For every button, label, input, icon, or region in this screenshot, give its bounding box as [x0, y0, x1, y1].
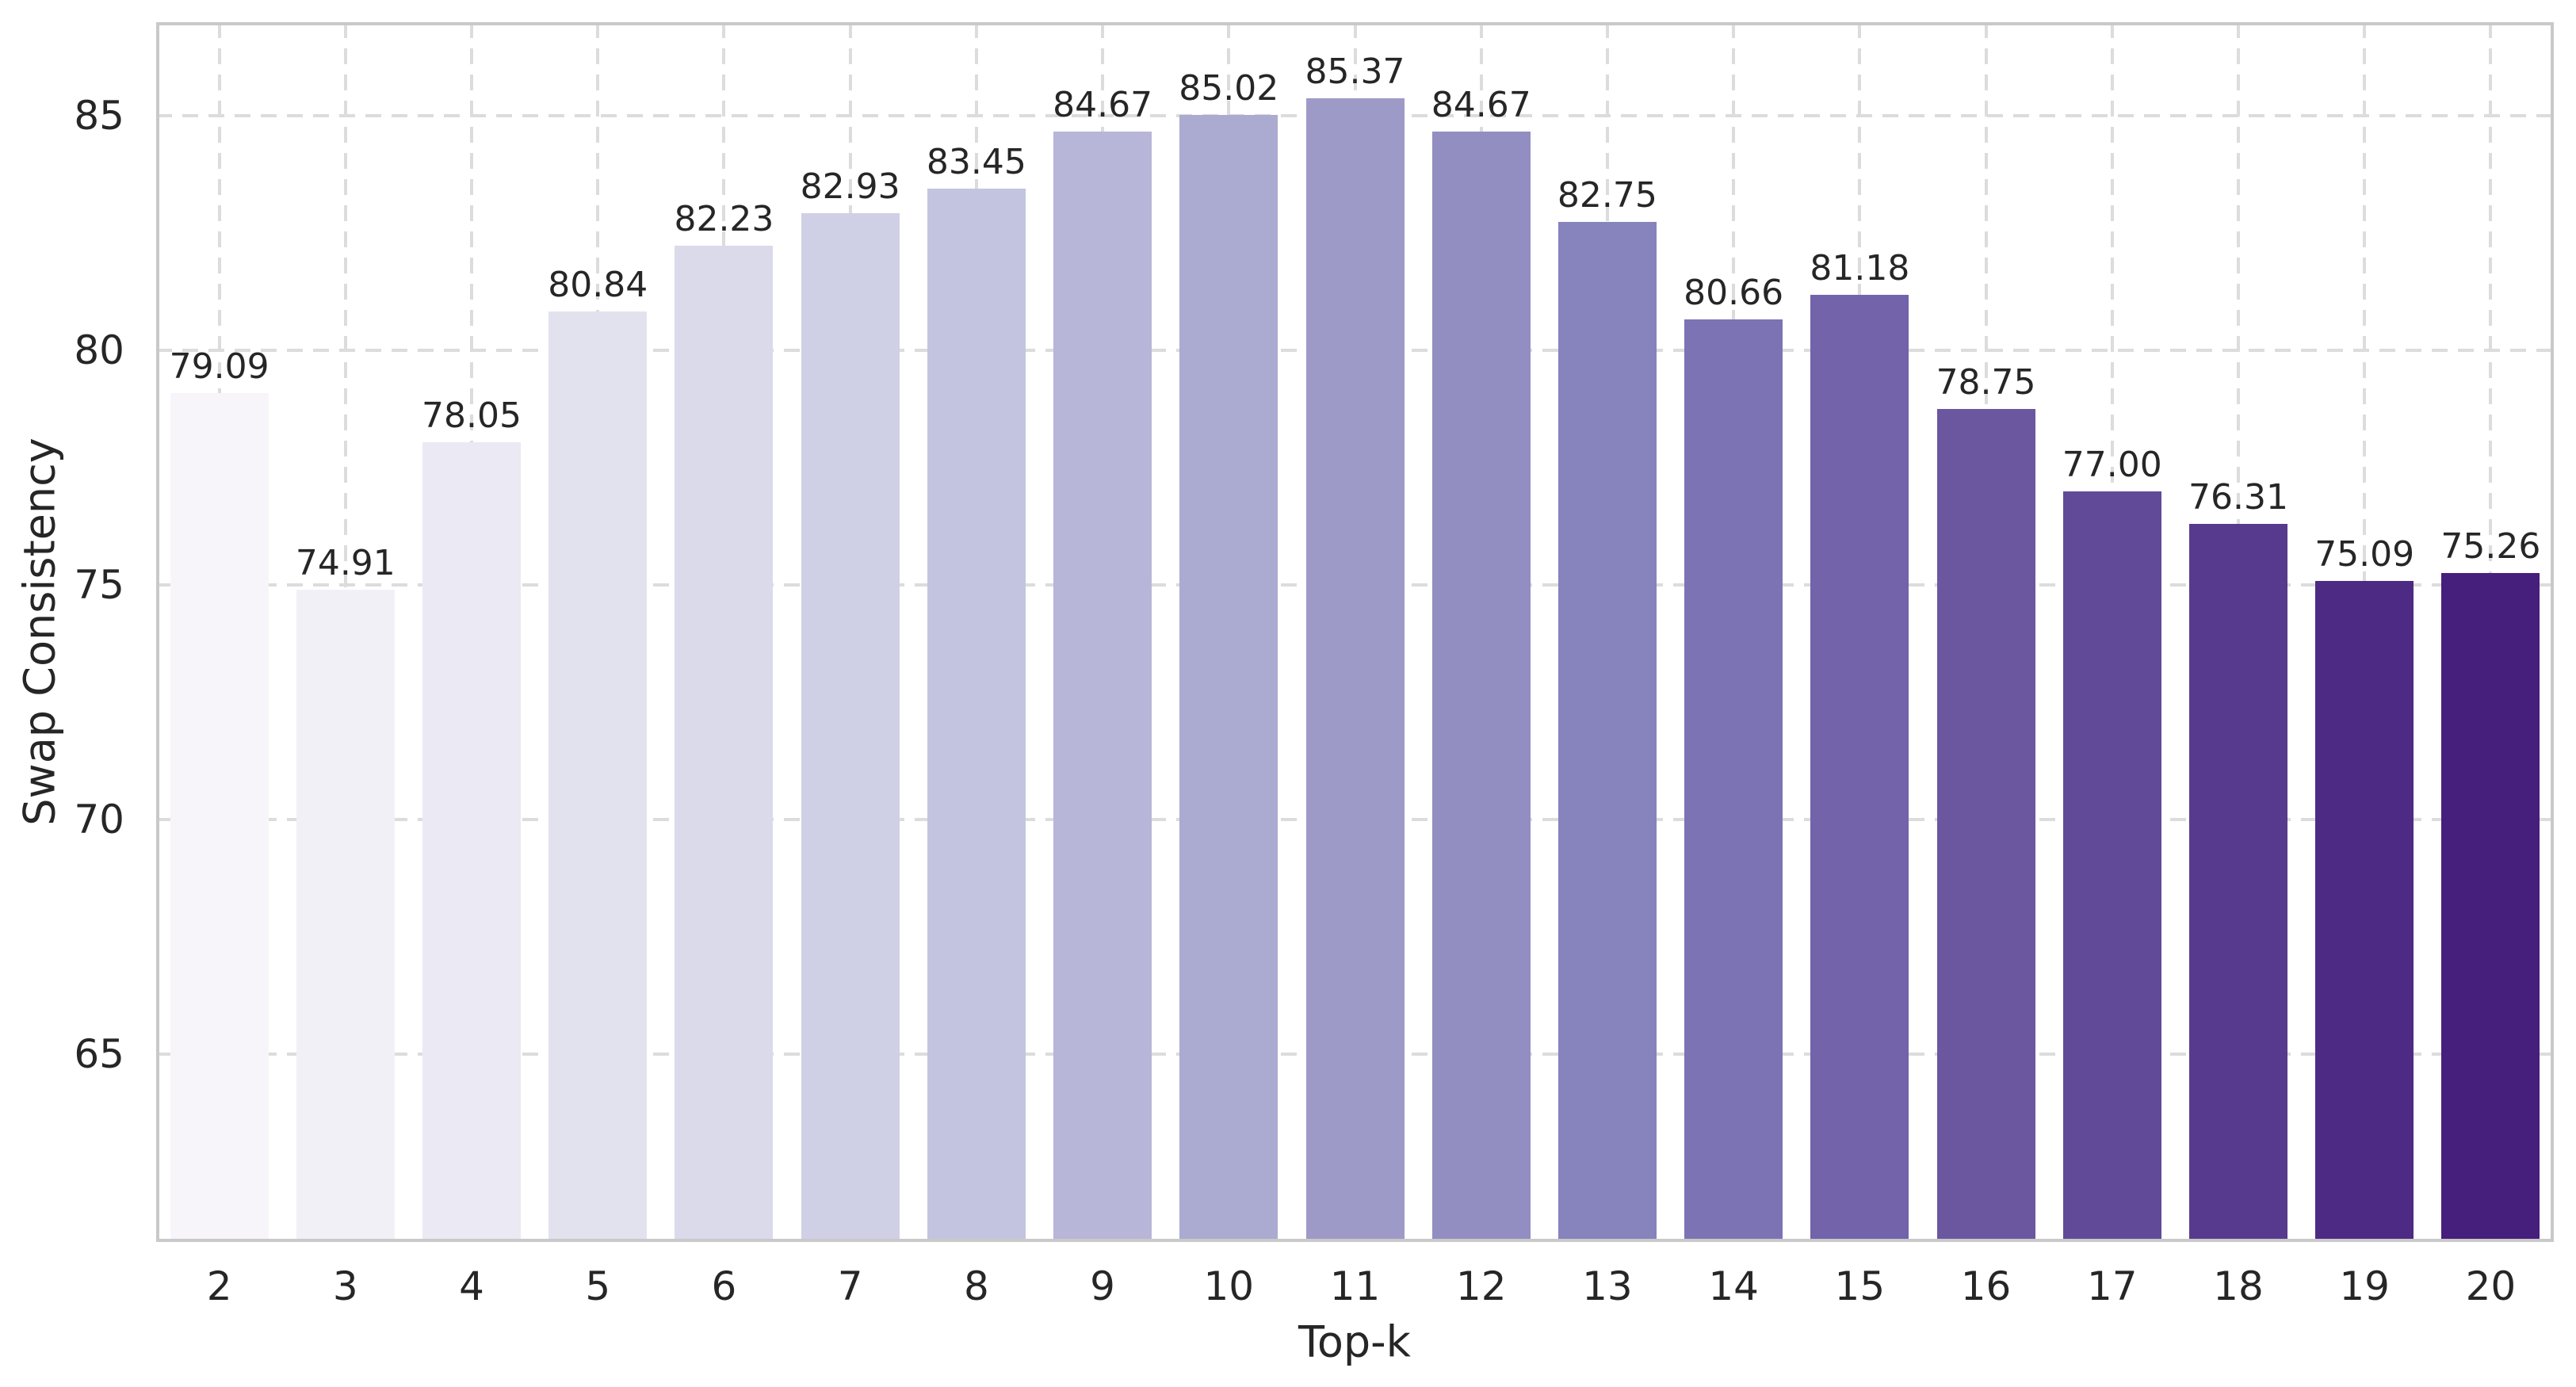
x-tick-label: 17 — [2086, 1263, 2138, 1309]
bar-value-label: 85.37 — [1305, 52, 1405, 93]
x-tick-label: 18 — [2213, 1263, 2264, 1309]
bar — [1810, 295, 1909, 1242]
x-tick-label: 3 — [332, 1263, 358, 1309]
bar-value-label: 80.84 — [548, 264, 648, 305]
x-tick-label: 11 — [1329, 1263, 1381, 1309]
bar-value-label: 77.00 — [2062, 444, 2162, 485]
bar-value-label: 79.09 — [169, 346, 269, 388]
x-tick-label: 10 — [1203, 1263, 1255, 1309]
x-tick-label: 6 — [711, 1263, 737, 1309]
y-tick-label: 75 — [74, 562, 124, 609]
bar — [1684, 319, 1783, 1242]
y-tick-label: 65 — [74, 1031, 124, 1078]
x-axis-label: Top-k — [1298, 1316, 1411, 1367]
y-tick-label: 80 — [74, 327, 124, 374]
x-tick-label: 9 — [1090, 1263, 1115, 1309]
x-tick-label: 2 — [206, 1263, 232, 1309]
bar-value-label: 85.02 — [1179, 68, 1279, 109]
bar-value-label: 83.45 — [926, 142, 1026, 183]
bar — [801, 212, 900, 1242]
bar — [2062, 491, 2161, 1242]
x-tick-label: 4 — [459, 1263, 484, 1309]
bar-value-label: 81.18 — [1810, 248, 1910, 289]
x-tick-label: 5 — [585, 1263, 611, 1309]
bar-value-label: 74.91 — [295, 542, 396, 583]
bar-value-label: 78.75 — [1936, 362, 2036, 403]
bar — [548, 311, 648, 1242]
x-tick-label: 15 — [1834, 1263, 1886, 1309]
bar-value-label: 75.26 — [2440, 525, 2541, 567]
bar — [1053, 131, 1152, 1242]
bar — [422, 441, 522, 1242]
bar-value-label: 82.23 — [674, 199, 774, 240]
x-tick-label: 12 — [1455, 1263, 1507, 1309]
plot-area: 79.09 74.91 78.05 80.84 82.23 82.93 83.45 84.67… — [156, 22, 2554, 1242]
bar — [1936, 409, 2035, 1242]
bar — [675, 246, 774, 1242]
bar-value-label: 82.93 — [800, 166, 900, 207]
x-tick-label: 7 — [837, 1263, 863, 1309]
bar — [1557, 221, 1657, 1242]
bar-value-label: 84.67 — [1053, 84, 1153, 125]
x-tick-label: 16 — [1960, 1263, 2012, 1309]
bar-value-label: 75.09 — [2314, 533, 2415, 575]
bar — [2315, 580, 2414, 1242]
y-axis-label: Swap Consistency — [14, 437, 65, 826]
bar — [2441, 572, 2540, 1242]
bar — [170, 393, 269, 1242]
bar — [2188, 523, 2287, 1242]
bar — [927, 189, 1026, 1242]
x-tick-label: 8 — [963, 1263, 989, 1309]
bar-value-label: 84.67 — [1431, 84, 1531, 125]
bar — [296, 589, 395, 1242]
bar-value-label: 82.75 — [1557, 174, 1657, 216]
x-tick-label: 19 — [2339, 1263, 2390, 1309]
x-tick-label: 13 — [1582, 1263, 1633, 1309]
bar-value-label: 78.05 — [422, 395, 522, 436]
x-tick-label: 14 — [1708, 1263, 1759, 1309]
y-tick-label: 70 — [74, 797, 124, 843]
bar — [1179, 115, 1278, 1242]
bar — [1431, 131, 1531, 1242]
bar-value-label: 80.66 — [1684, 273, 1784, 314]
bar-value-label: 76.31 — [2188, 476, 2288, 518]
bar — [1305, 98, 1405, 1242]
y-tick-label: 85 — [74, 93, 124, 139]
x-tick-label: 20 — [2465, 1263, 2517, 1309]
